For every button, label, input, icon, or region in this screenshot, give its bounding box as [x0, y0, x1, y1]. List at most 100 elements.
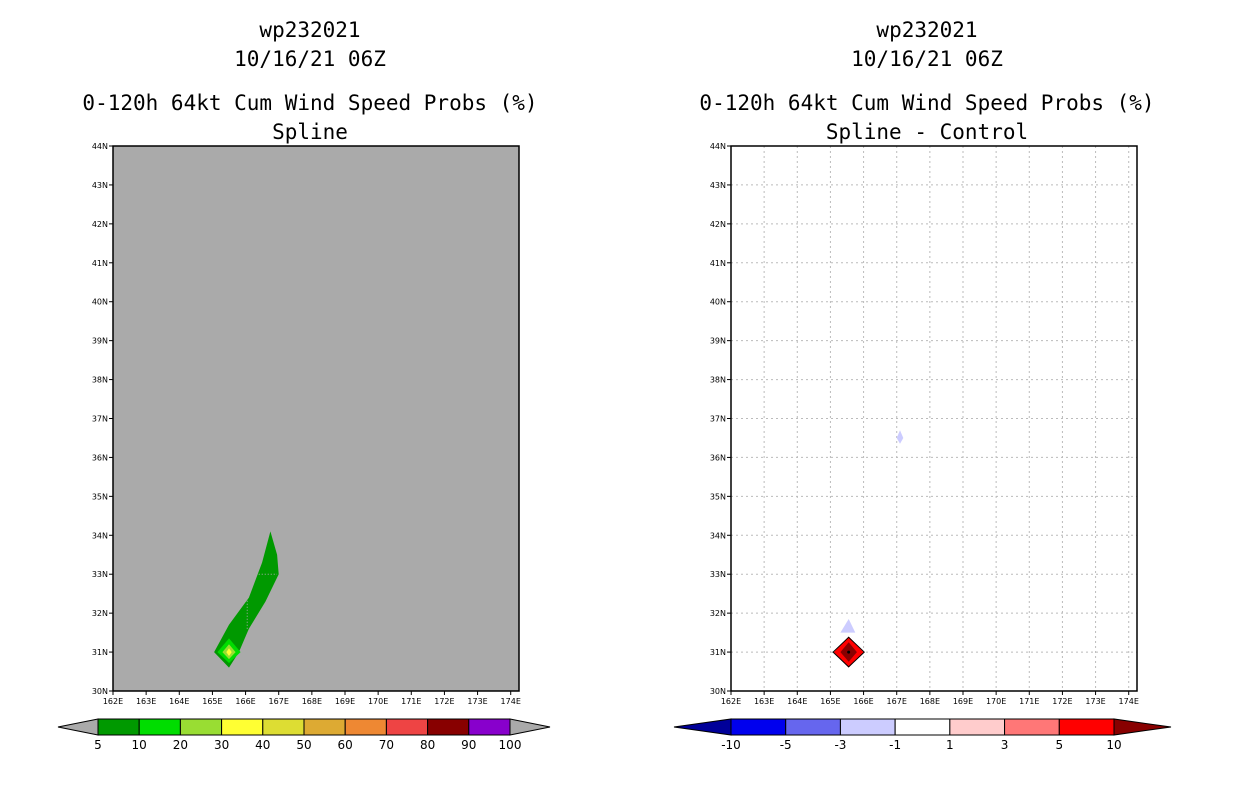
left-x-tick-label: 162E: [103, 697, 123, 706]
left-y-tick-label: 44N: [92, 142, 108, 151]
left-colorbar-swatch: [344, 718, 387, 736]
left-contour-region-3: [226, 648, 232, 656]
right-colorbar-swatch: [894, 718, 951, 736]
right-y-tick-label: 42N: [710, 220, 726, 229]
left-x-tick-label: 170E: [368, 697, 388, 706]
left-panel-title: wp232021 10/16/21 06Z 0-120h 64kt Cum Wi…: [60, 16, 560, 147]
right-x-tick-label: 167E: [887, 697, 907, 706]
left-x-tick-label: 169E: [335, 697, 355, 706]
left-colorbar-label: 50: [296, 738, 311, 752]
left-colorbar-swatch: [427, 718, 470, 736]
right-colorbar-label: -3: [834, 738, 846, 752]
left-dotted-line: [246, 573, 278, 629]
right-x-tick-label: 164E: [787, 697, 807, 706]
right-colorbar-swatch: [785, 718, 841, 736]
right-y-tick-label: 30N: [710, 687, 726, 696]
right-colorbar-label: 1: [946, 738, 954, 752]
right-y-tick-label: 34N: [710, 531, 726, 540]
left-x-tick-label: 171E: [401, 697, 421, 706]
left-title-line-4: Spline: [272, 120, 348, 144]
left-title-line-2: 10/16/21 06Z: [234, 47, 386, 71]
right-y-tick-label: 41N: [710, 259, 726, 268]
right-colorbar-swatch: [949, 718, 1006, 736]
left-y-tick-label: 34N: [92, 531, 108, 540]
right-y-tick-label: 36N: [710, 453, 726, 462]
left-colorbar-label: 40: [255, 738, 270, 752]
left-colorbar-label: 90: [461, 738, 476, 752]
right-contour-region-1: [896, 430, 904, 444]
right-colorbar-swatch: [839, 718, 896, 736]
left-title-line-3: 0-120h 64kt Cum Wind Speed Probs (%): [82, 91, 538, 115]
left-colorbar-label: 60: [338, 738, 353, 752]
right-x-tick-label: 163E: [754, 697, 774, 706]
right-y-tick-label: 39N: [710, 337, 726, 346]
left-colorbar-label: 5: [94, 738, 102, 752]
right-x-tick-label: 172E: [1052, 697, 1072, 706]
right-x-tick-label: 170E: [986, 697, 1006, 706]
right-title-line-4: Spline - Control: [825, 120, 1029, 144]
right-contour-region-0: [840, 619, 856, 633]
right-colorbar-label: -10: [721, 738, 741, 752]
right-x-tick-label: 173E: [1085, 697, 1105, 706]
left-colorbar-swatch: [303, 718, 346, 736]
left-plot: 162E 163E 164E 165E 166E 167E 168E 169E 170E 171E…: [92, 142, 521, 706]
left-y-tick-label: 35N: [92, 492, 108, 501]
left-y-tick-label: 30N: [92, 687, 108, 696]
right-colorbar-swatch: [1004, 718, 1060, 736]
right-title-line-3: 0-120h 64kt Cum Wind Speed Probs (%): [699, 91, 1155, 115]
left-colorbar: 5 10 20 30 40 50 60 70 80 90 100: [57, 718, 551, 752]
right-colorbar-label: -1: [889, 738, 901, 752]
left-colorbar-label: 80: [420, 738, 435, 752]
right-y-tick-label: 31N: [710, 648, 726, 657]
left-y-tick-label: 40N: [92, 298, 108, 307]
left-y-tick-label: 39N: [92, 337, 108, 346]
left-x-tick-label: 174E: [501, 697, 521, 706]
right-x-tick-label: 168E: [920, 697, 940, 706]
right-colorbar-label: 5: [1055, 738, 1063, 752]
left-colorbar-high-arrow: [509, 718, 551, 736]
right-x-tick-label: 171E: [1019, 697, 1039, 706]
right-colorbar-label: 3: [1001, 738, 1009, 752]
right-colorbar-label: -5: [780, 738, 792, 752]
left-y-tick-label: 32N: [92, 609, 108, 618]
left-y-tick-label: 31N: [92, 648, 108, 657]
left-x-tick-label: 167E: [269, 697, 289, 706]
right-y-tick-label: 32N: [710, 609, 726, 618]
left-colorbar-label: 20: [173, 738, 188, 752]
left-plot-background: [113, 146, 519, 691]
left-x-tick-label: 163E: [136, 697, 156, 706]
left-x-tick-label: 173E: [467, 697, 487, 706]
right-y-tick-label: 33N: [710, 570, 726, 579]
left-colorbar-swatch: [262, 718, 305, 736]
right-colorbar-swatch: [1058, 718, 1115, 736]
left-x-tick-label: 166E: [235, 697, 255, 706]
right-x-tick-label: 165E: [820, 697, 840, 706]
right-plot: 162E 163E 164E 165E 166E 167E 168E 169E 170E 171E…: [710, 142, 1139, 706]
right-y-tick-label: 44N: [710, 142, 726, 151]
left-y-tick-label: 43N: [92, 181, 108, 190]
left-y-tick-label: 42N: [92, 220, 108, 229]
right-y-tick-label: 38N: [710, 376, 726, 385]
left-colorbar-swatch: [221, 718, 264, 736]
right-diamond-outline: [832, 636, 865, 668]
left-y-tick-label: 38N: [92, 376, 108, 385]
left-y-tick-label: 36N: [92, 453, 108, 462]
right-colorbar-low-arrow: [673, 718, 732, 736]
right-plot-background: [731, 146, 1137, 691]
left-contour-region-0: [214, 531, 279, 668]
right-x-tick-label: 162E: [721, 697, 741, 706]
left-colorbar-swatch: [468, 718, 511, 736]
right-y-tick-label: 37N: [710, 415, 726, 424]
left-colorbar-label: 100: [499, 738, 522, 752]
left-colorbar-swatch: [179, 718, 223, 736]
right-colorbar: -10 -5 -3 -1 1 3 5 10: [673, 718, 1172, 752]
left-colorbar-swatch: [138, 718, 181, 736]
left-colorbar-low-arrow: [57, 718, 99, 736]
left-x-tick-label: 164E: [169, 697, 189, 706]
right-x-tick-label: 166E: [853, 697, 873, 706]
left-x-tick-label: 168E: [302, 697, 322, 706]
left-colorbar-label: 30: [214, 738, 229, 752]
left-colorbar-label: 10: [132, 738, 147, 752]
left-x-tick-label: 165E: [202, 697, 222, 706]
